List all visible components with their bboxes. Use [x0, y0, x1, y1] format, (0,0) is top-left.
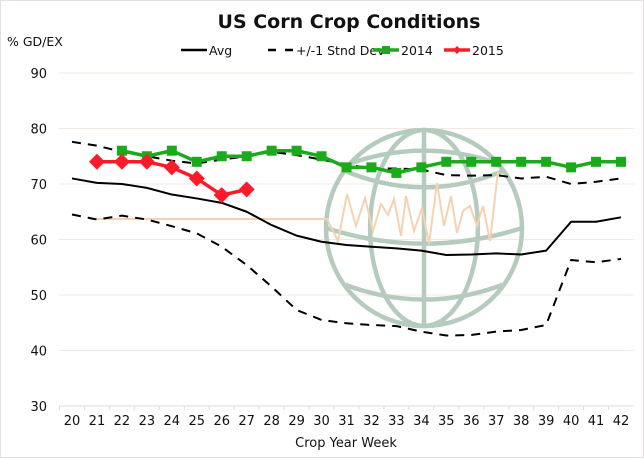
watermark [89, 127, 525, 329]
legend-item-stdev: +/-1 Stnd Dev [268, 43, 385, 58]
x-tick-label: 34 [413, 414, 430, 429]
x-tick-label: 38 [513, 414, 530, 429]
series-line-avg [71, 177, 622, 257]
data-point-2015 [138, 153, 155, 170]
legend-label: Avg [209, 43, 232, 58]
x-tick-label: 36 [463, 414, 480, 429]
y-axis-label: % GD/EX [7, 34, 63, 49]
x-tick-label: 32 [363, 414, 380, 429]
x-tick-label: 27 [238, 414, 255, 429]
x-tick-label: 25 [188, 414, 205, 429]
x-tick-label: 21 [89, 414, 106, 429]
data-point-2015 [213, 187, 230, 204]
y-tick-label: 80 [30, 123, 47, 138]
x-tick-label: 23 [139, 414, 156, 429]
legend-label: 2014 [401, 43, 433, 58]
data-point-2014 [391, 167, 402, 178]
data-point-2014 [366, 162, 377, 173]
x-tick-label: 28 [263, 414, 280, 429]
data-point-2015 [88, 153, 105, 170]
y-tick-labels: 30 40 50 60 70 80 90 [30, 67, 47, 415]
data-point-2014 [491, 156, 502, 167]
data-point-2014 [291, 145, 302, 156]
data-point-2014 [116, 145, 127, 156]
legend-item-2014: 2014 [373, 43, 433, 58]
y-tick-label: 40 [30, 345, 47, 360]
series-2015 [88, 153, 255, 204]
y-tick-label: 30 [30, 400, 47, 415]
legend-item-2015: 2015 [444, 43, 504, 58]
data-point-2014 [266, 145, 277, 156]
y-tick-label: 50 [30, 289, 47, 304]
legend-marker [382, 46, 390, 54]
zigzag-icon [89, 170, 499, 245]
x-tick-label: 26 [213, 414, 230, 429]
x-axis-label: Crop Year Week [295, 436, 397, 451]
data-point-2014 [616, 156, 626, 167]
x-tick-label: 22 [114, 414, 131, 429]
legend-label: 2015 [472, 43, 504, 58]
data-point-2014 [441, 156, 452, 167]
y-tick-label: 60 [30, 234, 47, 249]
data-point-2014 [166, 145, 177, 156]
data-point-2014 [341, 162, 352, 173]
legend-marker [453, 46, 461, 54]
legend-label: +/-1 Stnd Dev [296, 43, 385, 58]
series-avg [71, 177, 622, 257]
x-tick-label: 29 [288, 414, 305, 429]
data-point-2015 [188, 170, 205, 187]
chart-title: US Corn Crop Conditions [218, 11, 481, 33]
gridlines [59, 72, 634, 407]
data-point-2015 [238, 181, 255, 198]
data-point-2014 [591, 156, 602, 167]
data-point-2014 [416, 162, 427, 173]
x-tick-label: 24 [164, 414, 181, 429]
legend-item-avg: Avg [181, 43, 232, 58]
data-point-2014 [516, 156, 527, 167]
data-point-2014 [466, 156, 477, 167]
data-point-2014 [541, 156, 552, 167]
x-tick-label: 39 [538, 414, 555, 429]
x-tick-label: 41 [588, 414, 605, 429]
x-tick-labels: 20 21 22 23 24 25 26 27 28 29 30 31 32 33 34 35 36 37 38 39… [59, 406, 630, 429]
x-tick-label: 30 [313, 414, 330, 429]
x-tick-label: 20 [64, 414, 81, 429]
x-tick-label: 42 [613, 414, 630, 429]
legend: Avg +/-1 Stnd Dev 2014 2015 [181, 43, 504, 58]
series-line--1-stnd-dev [71, 213, 622, 337]
data-point-2014 [216, 151, 227, 162]
series-2014 [116, 145, 626, 178]
x-tick-label: 31 [338, 414, 355, 429]
x-tick-label: 33 [388, 414, 405, 429]
data-point-2015 [113, 153, 130, 170]
x-tick-label: 37 [488, 414, 505, 429]
data-point-2015 [163, 159, 180, 176]
data-point-2014 [316, 151, 327, 162]
y-tick-label: 70 [30, 178, 47, 193]
data-point-2014 [566, 162, 577, 173]
x-tick-label: 40 [563, 414, 580, 429]
series-group [71, 140, 626, 337]
y-tick-label: 90 [30, 67, 47, 82]
data-point-2014 [241, 151, 252, 162]
x-tick-label: 35 [438, 414, 455, 429]
series--1-stnd-dev [71, 213, 622, 337]
data-point-2014 [191, 156, 202, 167]
